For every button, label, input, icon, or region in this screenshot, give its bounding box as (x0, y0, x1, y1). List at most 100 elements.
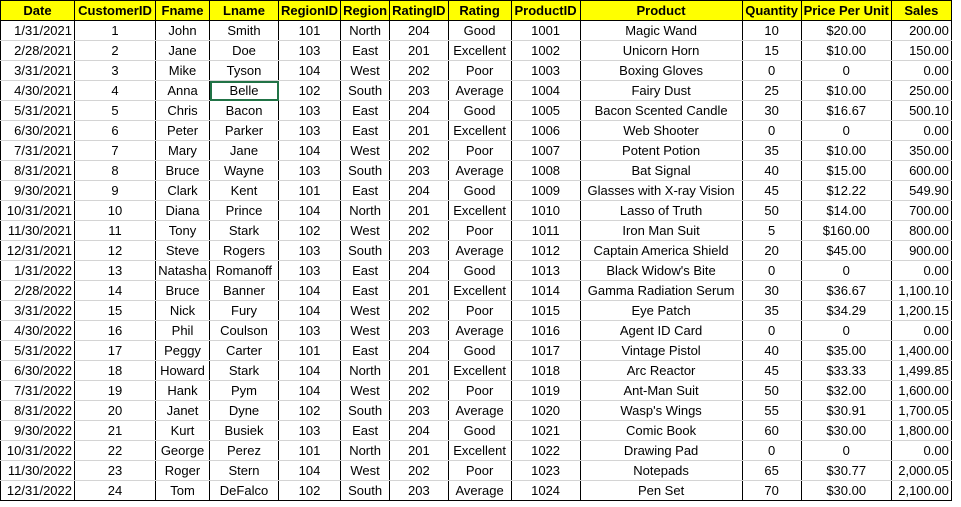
cell-customerid[interactable]: 6 (74, 120, 156, 141)
cell-regionid[interactable]: 103 (277, 260, 342, 281)
cell-lname[interactable]: Jane (209, 140, 279, 161)
cell-price-per-unit[interactable]: $35.00 (800, 340, 892, 361)
cell-ratingid[interactable]: 202 (389, 460, 449, 481)
cell-productid[interactable]: 1009 (510, 180, 581, 201)
cell-region[interactable]: North (340, 440, 391, 461)
cell-price-per-unit[interactable]: 0 (800, 120, 892, 141)
cell-productid[interactable]: 1019 (510, 380, 581, 401)
cell-price-per-unit[interactable]: $36.67 (800, 280, 892, 301)
cell-sales[interactable]: 1,400.00 (890, 340, 952, 361)
cell-customerid[interactable]: 12 (74, 240, 156, 261)
cell-lname[interactable]: Coulson (209, 320, 279, 341)
cell-fname[interactable]: Tony (155, 220, 210, 241)
cell-customerid[interactable]: 9 (74, 180, 156, 201)
cell-fname[interactable]: Natasha (155, 260, 210, 281)
cell-price-per-unit[interactable]: $30.91 (800, 400, 892, 421)
cell-quantity[interactable]: 15 (741, 40, 802, 61)
cell-lname[interactable]: Wayne (209, 160, 279, 181)
cell-customerid[interactable]: 3 (74, 60, 156, 81)
cell-lname[interactable]: Stark (209, 360, 279, 381)
cell-lname[interactable]: Busiek (209, 420, 279, 441)
cell-region[interactable]: East (340, 40, 391, 61)
cell-rating[interactable]: Excellent (447, 280, 512, 301)
cell-customerid[interactable]: 22 (74, 440, 156, 461)
cell-rating[interactable]: Good (447, 340, 512, 361)
cell-region[interactable]: West (340, 220, 391, 241)
cell-customerid[interactable]: 17 (74, 340, 156, 361)
cell-product[interactable]: Notepads (579, 460, 743, 481)
cell-productid[interactable]: 1017 (510, 340, 581, 361)
cell-date[interactable]: 6/30/2021 (0, 120, 75, 141)
cell-lname[interactable]: Rogers (209, 240, 279, 261)
cell-product[interactable]: Wasp's Wings (579, 400, 743, 421)
cell-region[interactable]: East (340, 100, 391, 121)
column-header-product[interactable]: Product (579, 0, 743, 21)
cell-region[interactable]: East (340, 340, 391, 361)
cell-quantity[interactable]: 0 (741, 260, 802, 281)
cell-product[interactable]: Vintage Pistol (579, 340, 743, 361)
cell-fname[interactable]: Steve (155, 240, 210, 261)
cell-product[interactable]: Ant-Man Suit (579, 380, 743, 401)
cell-sales[interactable]: 150.00 (890, 40, 952, 61)
cell-customerid[interactable]: 1 (74, 20, 156, 41)
cell-sales[interactable]: 1,800.00 (890, 420, 952, 441)
cell-regionid[interactable]: 103 (277, 160, 342, 181)
cell-fname[interactable]: Mary (155, 140, 210, 161)
cell-productid[interactable]: 1020 (510, 400, 581, 421)
cell-fname[interactable]: Roger (155, 460, 210, 481)
cell-region[interactable]: West (340, 300, 391, 321)
cell-sales[interactable]: 1,700.05 (890, 400, 952, 421)
cell-date[interactable]: 1/31/2021 (0, 20, 75, 41)
cell-fname[interactable]: Bruce (155, 280, 210, 301)
cell-regionid[interactable]: 101 (277, 440, 342, 461)
cell-productid[interactable]: 1015 (510, 300, 581, 321)
cell-fname[interactable]: Clark (155, 180, 210, 201)
cell-rating[interactable]: Average (447, 320, 512, 341)
cell-lname[interactable]: Stern (209, 460, 279, 481)
cell-price-per-unit[interactable]: $45.00 (800, 240, 892, 261)
cell-region[interactable]: South (340, 160, 391, 181)
cell-customerid[interactable]: 13 (74, 260, 156, 281)
column-header-customerid[interactable]: CustomerID (74, 0, 156, 21)
cell-fname[interactable]: Phil (155, 320, 210, 341)
cell-region[interactable]: South (340, 80, 391, 101)
cell-product[interactable]: Bat Signal (579, 160, 743, 181)
cell-quantity[interactable]: 20 (741, 240, 802, 261)
cell-fname[interactable]: Peggy (155, 340, 210, 361)
cell-rating[interactable]: Average (447, 80, 512, 101)
cell-product[interactable]: Potent Potion (579, 140, 743, 161)
cell-quantity[interactable]: 40 (741, 340, 802, 361)
cell-sales[interactable]: 0.00 (890, 120, 952, 141)
cell-rating[interactable]: Poor (447, 220, 512, 241)
column-header-fname[interactable]: Fname (155, 0, 210, 21)
cell-product[interactable]: Bacon Scented Candle (579, 100, 743, 121)
cell-price-per-unit[interactable]: $34.29 (800, 300, 892, 321)
cell-rating[interactable]: Good (447, 180, 512, 201)
cell-rating[interactable]: Good (447, 260, 512, 281)
cell-lname[interactable]: Banner (209, 280, 279, 301)
cell-product[interactable]: Lasso of Truth (579, 200, 743, 221)
cell-price-per-unit[interactable]: 0 (800, 320, 892, 341)
cell-sales[interactable]: 2,100.00 (890, 480, 952, 501)
cell-rating[interactable]: Average (447, 160, 512, 181)
cell-customerid[interactable]: 7 (74, 140, 156, 161)
cell-rating[interactable]: Average (447, 480, 512, 501)
cell-ratingid[interactable]: 202 (389, 380, 449, 401)
cell-quantity[interactable]: 65 (741, 460, 802, 481)
cell-lname[interactable]: Bacon (209, 100, 279, 121)
cell-lname[interactable]: Kent (209, 180, 279, 201)
cell-fname[interactable]: John (155, 20, 210, 41)
cell-quantity[interactable]: 0 (741, 320, 802, 341)
cell-quantity[interactable]: 5 (741, 220, 802, 241)
cell-customerid[interactable]: 2 (74, 40, 156, 61)
cell-product[interactable]: Comic Book (579, 420, 743, 441)
cell-fname[interactable]: Anna (155, 80, 210, 101)
cell-rating[interactable]: Excellent (447, 120, 512, 141)
cell-productid[interactable]: 1016 (510, 320, 581, 341)
cell-product[interactable]: Black Widow's Bite (579, 260, 743, 281)
cell-price-per-unit[interactable]: $16.67 (800, 100, 892, 121)
cell-lname[interactable]: Prince (209, 200, 279, 221)
cell-sales[interactable]: 900.00 (890, 240, 952, 261)
cell-rating[interactable]: Excellent (447, 440, 512, 461)
cell-ratingid[interactable]: 201 (389, 40, 449, 61)
